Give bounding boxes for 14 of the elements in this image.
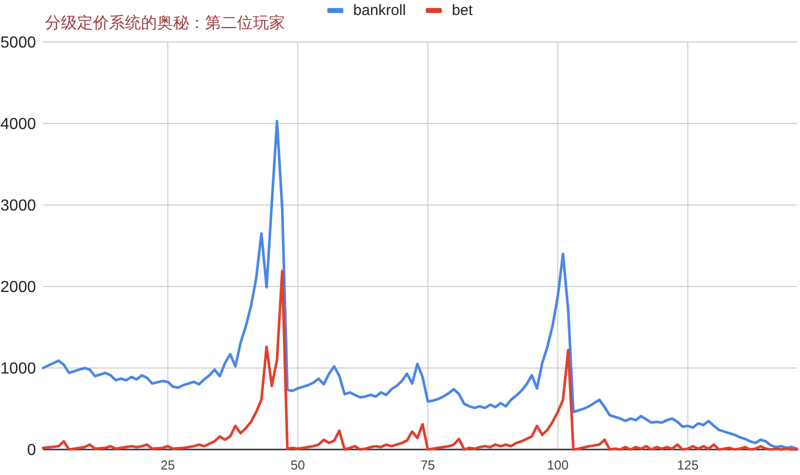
x-tick-label: 75	[420, 458, 436, 472]
legend-label: bet	[452, 2, 474, 19]
x-tick-label: 25	[160, 458, 176, 472]
x-tick-label: 100	[546, 458, 569, 472]
y-tick-label: 3000	[0, 198, 36, 214]
y-tick-label: 1000	[0, 360, 36, 378]
title: 分级定价系统的奥秘：第二位玩家	[45, 15, 285, 32]
y-tick-label: 2000	[0, 279, 36, 296]
y-tick-label: 4000	[0, 116, 36, 133]
y-tick-label: 5000	[0, 34, 36, 52]
y-tick-label: 0	[27, 442, 36, 459]
x-tick-label: 125	[676, 458, 699, 472]
x-tick-label: 50	[290, 458, 306, 472]
legend-label: bankroll	[353, 2, 406, 19]
